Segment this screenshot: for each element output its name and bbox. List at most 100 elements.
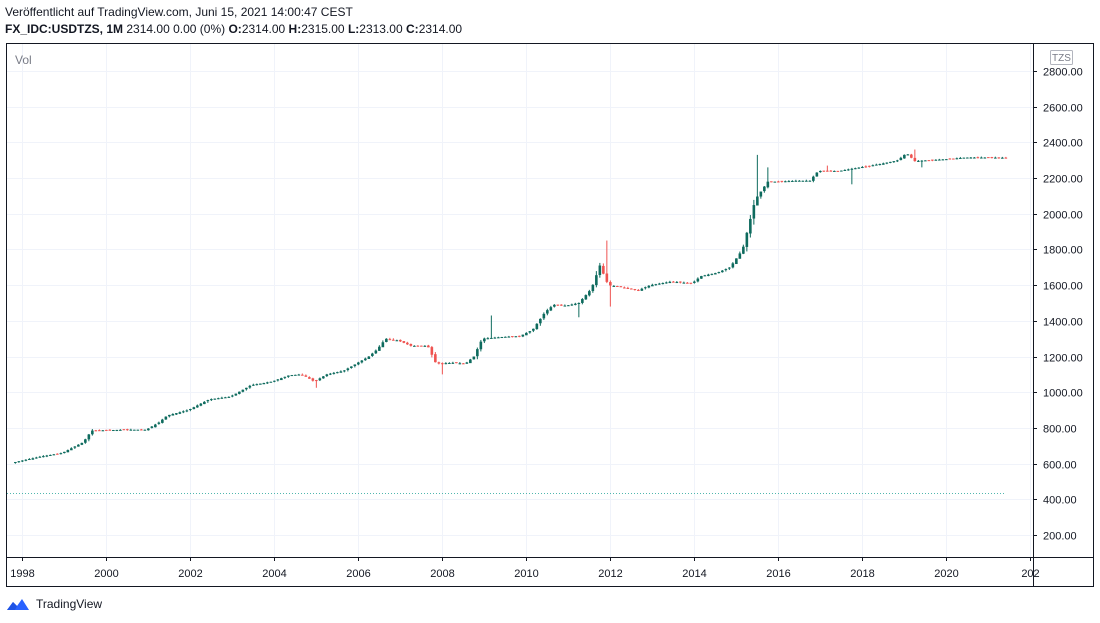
candle-body — [161, 419, 164, 423]
candle-body — [451, 362, 455, 364]
candle-body — [238, 391, 241, 394]
candle-body — [577, 303, 581, 304]
candle-body — [980, 157, 983, 159]
candle-body — [885, 162, 889, 164]
candle-body — [175, 413, 178, 415]
low-label: L: — [347, 22, 360, 36]
price-tick-label: 2800.00 — [1043, 67, 1083, 79]
candle-body — [700, 276, 703, 279]
volume-label: Vol — [15, 53, 32, 67]
candle-body — [546, 310, 549, 314]
candle-body — [511, 336, 514, 338]
candle-body — [735, 258, 738, 265]
candle-body — [500, 337, 504, 339]
candle-body — [308, 377, 311, 379]
candle-body — [24, 459, 28, 461]
candle-body — [171, 414, 175, 416]
candle-body — [192, 407, 196, 410]
candle-body — [584, 295, 588, 300]
candle-body — [343, 370, 346, 372]
chart-frame — [6, 43, 1094, 587]
candle-body — [269, 381, 273, 383]
candle-body — [752, 205, 756, 219]
candle-body — [651, 284, 654, 287]
price-tick-label: 600.00 — [1043, 460, 1077, 472]
candle-body — [297, 374, 301, 376]
candle-body — [381, 342, 385, 348]
candle-body — [966, 157, 969, 159]
candle-body — [882, 163, 885, 165]
low-value: 2313.00 — [359, 22, 403, 36]
candle-body — [605, 273, 609, 282]
symbol-name[interactable]: FX_IDC:USDTZS, 1M — [5, 22, 124, 36]
candle-body — [976, 157, 980, 159]
candle-body — [997, 157, 1001, 159]
candle-body — [952, 158, 955, 160]
candle-body — [728, 267, 731, 269]
candle-body — [434, 354, 437, 363]
time-axis[interactable]: 1998 2000 2002 2004 2006 2008 2010 2012 2014 2016… — [10, 557, 1040, 580]
candle-body — [598, 265, 602, 275]
candle-body — [745, 232, 749, 247]
candle-body — [857, 167, 861, 169]
candle-body — [21, 460, 24, 462]
candle-body — [14, 461, 17, 464]
candle-body — [1001, 157, 1004, 159]
candle-body — [287, 375, 290, 377]
time-tick-label: 2016 — [766, 568, 790, 580]
candle-body — [833, 170, 836, 172]
candle-body — [80, 442, 84, 445]
candle-body — [749, 218, 752, 234]
candle-body — [213, 398, 217, 400]
candle-body — [847, 169, 850, 171]
candle-body — [420, 345, 423, 347]
candle-body — [689, 282, 693, 284]
candle-body — [798, 180, 801, 182]
candle-body — [196, 405, 199, 408]
candle-body — [273, 380, 276, 382]
candle-body — [325, 374, 329, 377]
candle-body — [801, 180, 805, 182]
candle-body — [906, 154, 910, 156]
candle-body — [101, 430, 105, 432]
candle-body — [738, 253, 742, 259]
price-axis[interactable]: 200.00 400.00 600.00 800.00 1000.00 1200.00 14… — [1033, 67, 1083, 543]
time-tick-label: 2002 — [178, 568, 202, 580]
candle-body — [784, 181, 787, 183]
candle-body — [133, 429, 136, 431]
candle-body — [392, 339, 395, 341]
candle-body — [472, 356, 476, 360]
candle-body — [913, 157, 917, 162]
candle-body — [441, 363, 444, 365]
price-tick-label: 2200.00 — [1043, 174, 1083, 186]
candle-body — [724, 269, 728, 271]
candle-body — [266, 382, 269, 384]
candle-body — [290, 375, 294, 377]
candle-body — [931, 159, 934, 161]
candle-body — [140, 429, 143, 431]
price-change: 0.00 (0%) — [173, 22, 226, 36]
candle-body — [668, 281, 672, 284]
time-tick-label: 2014 — [682, 568, 706, 580]
time-tick-label: 2004 — [262, 568, 286, 580]
candle-body — [143, 429, 147, 431]
candle-body — [56, 453, 59, 455]
candle-body — [259, 383, 262, 385]
candle-body — [374, 350, 378, 354]
candle-body — [763, 186, 766, 192]
candle-body — [437, 362, 441, 364]
time-tick-label: 2006 — [346, 568, 370, 580]
candle-body — [35, 457, 38, 459]
last-price: 2314.00 — [126, 22, 170, 36]
candle-body — [42, 456, 45, 458]
candle-body — [640, 288, 644, 291]
time-tick-label: 1998 — [10, 568, 34, 580]
candle-body — [731, 263, 735, 268]
candle-body — [105, 429, 108, 431]
candle-body — [948, 158, 952, 160]
candle-body — [231, 395, 234, 397]
candle-body — [591, 284, 595, 292]
candle-body — [178, 412, 182, 414]
candle-body — [28, 459, 31, 461]
